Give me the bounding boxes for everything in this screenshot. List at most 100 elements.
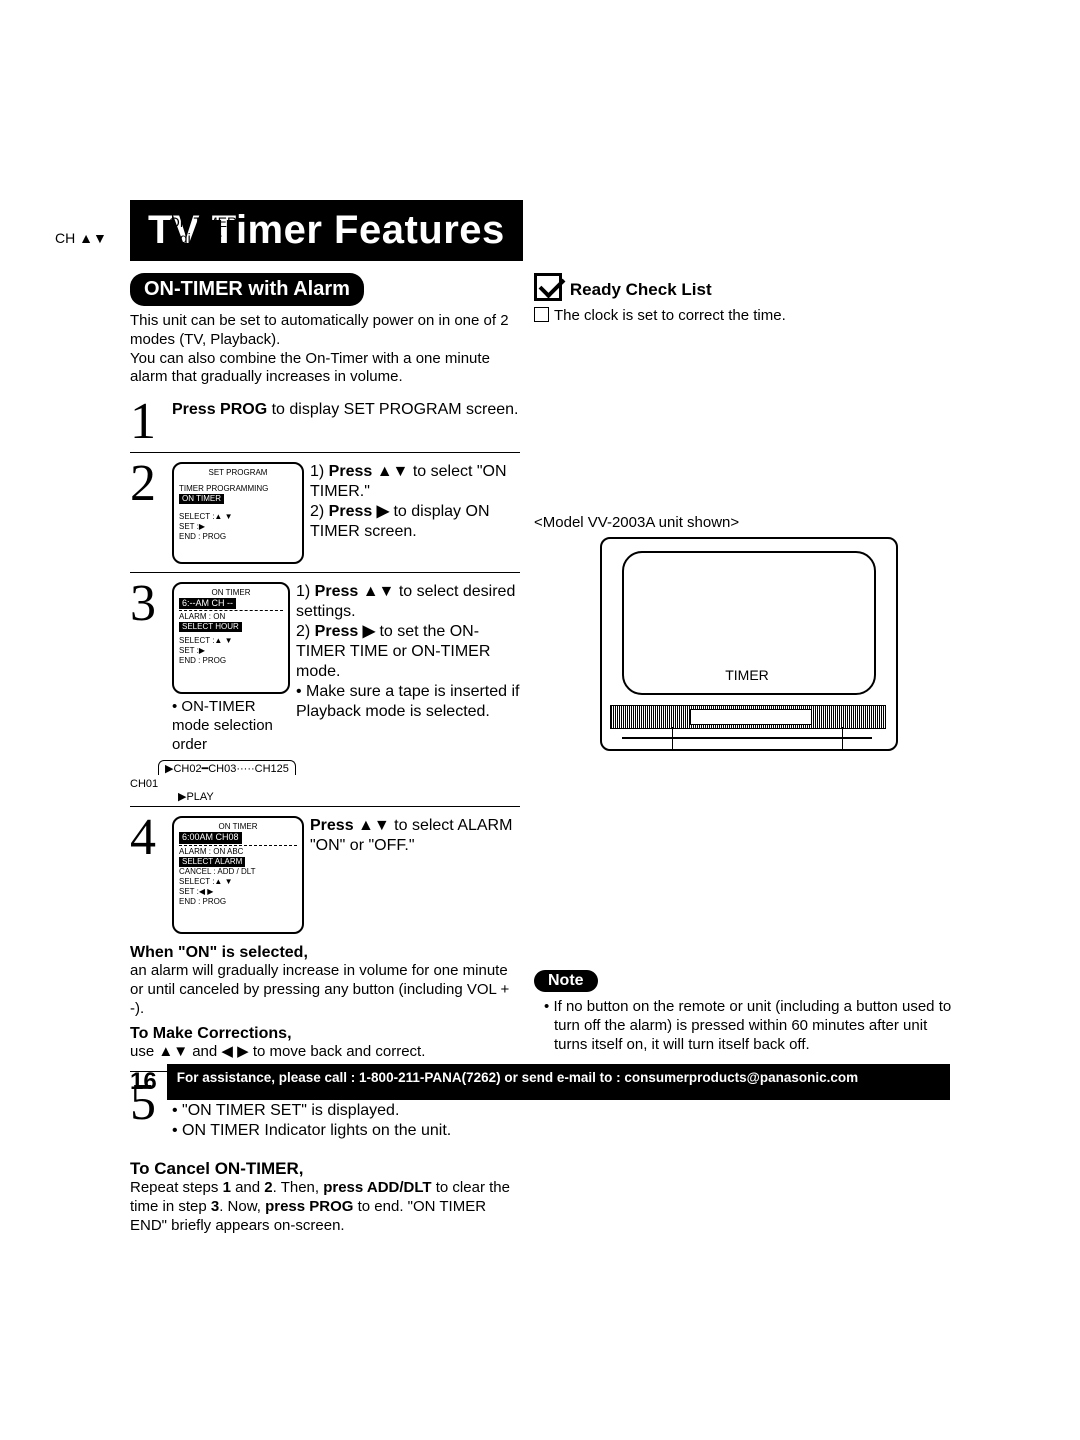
osd-screen-set-program: SET PROGRAM TIMER PROGRAMMING ON TIMER S… [172, 462, 304, 564]
intro-line-b: You can also combine the On-Timer with a… [130, 350, 490, 386]
checkmark-icon [534, 273, 562, 301]
osd-screen-on-timer-alarm: ON TIMER 6:00AM CH08 ALARM : ON ABC SELE… [172, 816, 304, 934]
note-label: Note [534, 970, 598, 992]
ind-l1: ON TIMER [169, 214, 237, 230]
tv-timer-label: TIMER [592, 667, 902, 683]
s3-l2-pre: 2) [296, 623, 315, 640]
checkbox-empty-icon [534, 307, 549, 322]
step1-bold: Press PROG [172, 401, 267, 418]
cp-j: press PROG [265, 1198, 353, 1215]
step-body: Press PROG to display SET PROGRAM screen… [172, 400, 520, 420]
osd-cancel: CANCEL : ADD / DLT [179, 867, 297, 877]
callout-line [842, 727, 843, 751]
s2-l2-b: Press ▶ [329, 503, 389, 520]
osd-title: ON TIMER [179, 822, 297, 832]
osd-set: SET :▶ [179, 522, 297, 532]
s2-l2-pre: 2) [310, 503, 329, 520]
order-ch01: CH01 [130, 778, 158, 790]
ready-check-item: The clock is set to correct the time. [534, 307, 960, 324]
cp-e: . Then, [273, 1179, 324, 1196]
osd-title: ON TIMER [179, 588, 283, 598]
osd-select: SELECT :▲ ▼ [179, 877, 297, 887]
s2-l1-pre: 1) [310, 463, 329, 480]
osd-time: 6:00AM CH08 [179, 832, 242, 843]
step1-rest: to display SET PROGRAM screen. [267, 401, 518, 418]
footer-assistance-bar: For assistance, please call : 1-800-211-… [167, 1064, 950, 1100]
s3-l1-b: Press ▲▼ [315, 583, 395, 600]
callout-line [672, 727, 673, 751]
step-4: 4 ON TIMER 6:00AM CH08 ALARM : ON ABC SE… [130, 811, 520, 938]
osd-select: SELECT :▲ ▼ [179, 512, 297, 522]
channel-order-diagram: ▶CH02━CH03·····CH125 CH01 ▶PLAY [130, 760, 520, 802]
cp-c: and [231, 1179, 264, 1196]
when-on-head: When "ON" is selected, [130, 944, 520, 962]
step-2: 2 SET PROGRAM TIMER PROGRAMMING ON TIMER… [130, 457, 520, 568]
cp-d: 2 [264, 1179, 272, 1196]
model-label: <Model VV-2003A unit shown> [534, 514, 960, 531]
cp-b: 1 [223, 1179, 231, 1196]
osd-alarm: ALARM : ON ABC [179, 847, 297, 857]
step-number: 1 [130, 400, 166, 444]
tv-tape-slot [690, 709, 812, 725]
s4-l1-b: Press ▲▼ [310, 817, 390, 834]
cancel-head: To Cancel ON-TIMER, [130, 1159, 520, 1179]
intro-text: This unit can be set to automatically po… [130, 312, 520, 387]
divider [130, 572, 520, 573]
to-make-body: use ▲▼ and ◀ ▶ to move back and correct. [130, 1043, 520, 1062]
ready-item-text: The clock is set to correct the time. [554, 307, 786, 324]
divider [130, 452, 520, 453]
tv-base [622, 737, 872, 739]
osd-end: END : PROG [179, 532, 297, 542]
s3-l1-pre: 1) [296, 583, 315, 600]
cancel-body: Repeat steps 1 and 2. Then, press ADD/DL… [130, 1179, 520, 1235]
cp-i: . Now, [219, 1198, 265, 1215]
osd-highlight: ON TIMER [179, 494, 224, 504]
osd-alarm: ALARM : ON [179, 612, 283, 622]
osd-screen-on-timer: ON TIMER 6:--AM CH -- ALARM : ON SELECT … [172, 582, 290, 694]
step-number: 2 [130, 462, 166, 506]
cp-f: press ADD/DLT [323, 1179, 431, 1196]
when-on-body: an alarm will gradually increase in volu… [130, 962, 520, 1018]
osd-set: SET :◀ ▶ [179, 887, 297, 897]
step-number: 3 [130, 582, 166, 626]
ind-l2: indicator [169, 230, 222, 246]
osd-title: SET PROGRAM [179, 468, 297, 478]
s2-l1-b: Press ▲▼ [329, 463, 409, 480]
osd-time: 6:--AM CH -- [179, 598, 236, 609]
s5-b1: • "ON TIMER SET" is displayed. [172, 1102, 399, 1119]
ch-label: CH ▲▼ [55, 230, 165, 246]
osd-highlight: SELECT HOUR [179, 622, 242, 632]
step-body: 1) Press ▲▼ to select desired settings. … [296, 582, 520, 722]
osd-set: SET :▶ [179, 646, 283, 656]
ontimer-mode-label: • ON-TIMER mode selection order [172, 698, 290, 754]
osd-line: TIMER PROGRAMMING [179, 484, 297, 494]
cp-h: 3 [211, 1198, 219, 1215]
tv-callouts: CH ▲▼ ON TIMER indicator [55, 214, 315, 246]
note-bullet: • [544, 998, 549, 1015]
osd-select: SELECT :▲ ▼ [179, 636, 283, 646]
s3-bullet: • Make sure a tape is inserted if Playba… [296, 683, 519, 720]
s3-l2-b: Press ▶ [315, 623, 375, 640]
ontimer-indicator-label: ON TIMER indicator [169, 214, 237, 246]
osd-end: END : PROG [179, 897, 297, 907]
ready-check-row: Ready Check List [534, 273, 960, 301]
to-make-head: To Make Corrections, [130, 1025, 520, 1043]
osd-highlight: SELECT ALARM [179, 857, 245, 867]
page-number: 16 [130, 1064, 167, 1100]
ready-check-label: Ready Check List [570, 280, 712, 299]
cp-a: Repeat steps [130, 1179, 223, 1196]
osd-end: END : PROG [179, 656, 283, 666]
note-body: • If no button on the remote or unit (in… [554, 998, 960, 1054]
step-body: Press ▲▼ to select ALARM "ON" or "OFF." [310, 816, 520, 856]
s5-b2: • ON TIMER Indicator lights on the unit. [172, 1122, 451, 1139]
step-number: 4 [130, 816, 166, 860]
order-top: ▶CH02━CH03·····CH125 [158, 760, 296, 775]
note-text: If no button on the remote or unit (incl… [553, 998, 951, 1053]
divider [130, 806, 520, 807]
intro-line-a: This unit can be set to automatically po… [130, 312, 509, 348]
step-body: 1) Press ▲▼ to select "ON TIMER." 2) Pre… [310, 462, 520, 542]
order-play: ▶PLAY [178, 790, 214, 803]
section-header: ON-TIMER with Alarm [130, 273, 364, 306]
page-footer: 16 For assistance, please call : 1-800-2… [130, 1064, 950, 1100]
step-1: 1 Press PROG to display SET PROGRAM scre… [130, 395, 520, 448]
